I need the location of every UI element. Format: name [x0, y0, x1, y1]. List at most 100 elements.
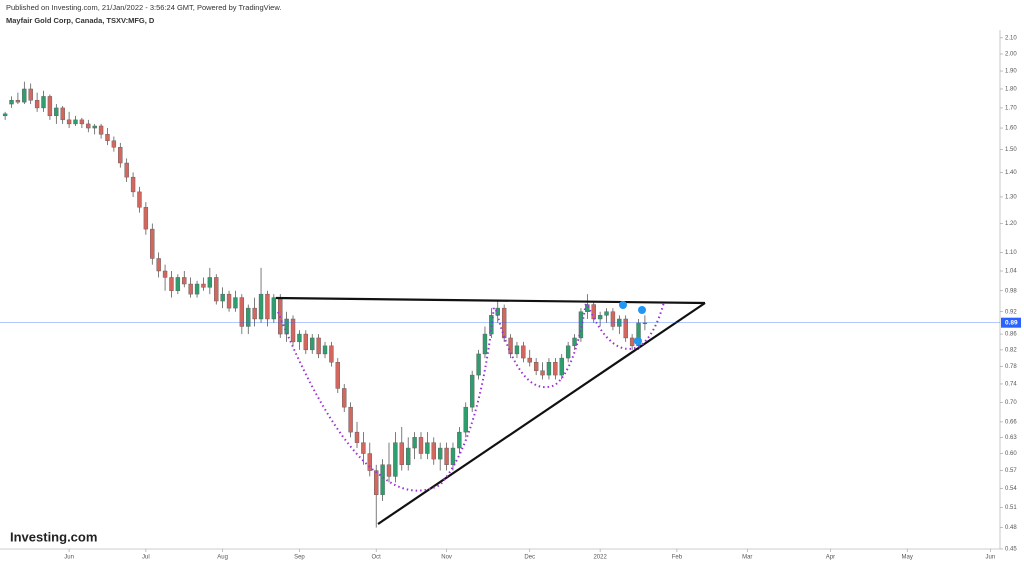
y-tick-label: 1.60: [1005, 126, 1017, 132]
y-tick-label: 1.70: [1005, 106, 1017, 112]
candle-body: [565, 345, 571, 359]
candle-body: [194, 283, 200, 295]
candle-body: [271, 297, 277, 320]
candle-body: [137, 191, 142, 208]
candle-body: [489, 315, 494, 335]
candle-body: [41, 96, 46, 109]
y-tick-label: 0.98: [1005, 288, 1017, 294]
x-tick-label: Nov: [441, 555, 452, 561]
y-tick-label: 2.00: [1005, 52, 1017, 58]
y-tick-label: 2.10: [1005, 35, 1017, 41]
y-tick-label: 1.40: [1005, 170, 1017, 176]
candle-body: [361, 442, 366, 454]
candle-body: [553, 362, 558, 376]
candle-body: [501, 307, 507, 339]
x-tick-label: Dec: [524, 555, 535, 561]
candle-body: [597, 315, 603, 320]
candle-body: [290, 318, 296, 343]
candle-body: [143, 207, 149, 230]
candle-body: [585, 304, 590, 312]
y-tick-label: 0.86: [1005, 332, 1017, 338]
candle-body: [329, 345, 334, 363]
candle-body: [175, 277, 181, 291]
cup-curve: [587, 301, 665, 350]
candle-body: [354, 431, 360, 443]
candle-body: [169, 277, 174, 291]
y-tick-label: 0.70: [1005, 400, 1017, 406]
candle-body: [450, 447, 456, 465]
candle-body: [559, 357, 564, 376]
cup-curve: [495, 302, 587, 388]
candle-body: [406, 447, 411, 465]
candle-body: [239, 297, 245, 327]
candle-body: [444, 447, 449, 465]
candle-body: [380, 464, 385, 495]
candle-body: [73, 119, 78, 125]
y-tick-label: 1.10: [1005, 250, 1017, 256]
candle-body: [201, 283, 206, 288]
y-tick-label: 1.30: [1005, 195, 1017, 201]
candle-body: [412, 437, 417, 449]
candle-body: [28, 88, 33, 101]
candle-body: [79, 119, 85, 125]
candle-body: [265, 293, 270, 320]
x-tick-label: Jun: [64, 555, 74, 561]
candle-body: [540, 370, 545, 376]
candle-body: [533, 362, 539, 371]
candle-body: [546, 362, 552, 376]
candle-body: [124, 162, 129, 178]
candle-body: [482, 333, 488, 355]
candle-body: [469, 374, 475, 408]
candle-body: [322, 345, 328, 355]
y-tick-label: 1.04: [1005, 269, 1017, 275]
candle-body: [437, 447, 443, 460]
candle-body: [297, 333, 302, 343]
candle-body: [2, 113, 8, 117]
candle-body: [591, 304, 596, 320]
x-tick-label: Apr: [826, 555, 835, 561]
y-tick-label: 1.80: [1005, 87, 1017, 93]
last-price-box: [1001, 317, 1021, 328]
y-tick-label: 0.82: [1005, 347, 1017, 353]
plot: [2, 81, 648, 528]
candle-body: [348, 406, 353, 433]
candle-body: [284, 318, 289, 335]
candle-body: [130, 176, 136, 193]
y-tick-label: 0.66: [1005, 419, 1017, 425]
candle-body: [156, 258, 161, 272]
candle-body: [9, 100, 14, 105]
candle-body: [425, 442, 430, 454]
source-logo: Investing.com: [10, 529, 97, 544]
candle-body: [495, 307, 500, 316]
candle-body: [367, 453, 372, 471]
x-tick-label: Mar: [742, 555, 752, 561]
drawings: [275, 296, 706, 525]
candle-body: [207, 277, 213, 288]
candle-body: [316, 337, 321, 355]
candle-body: [476, 353, 481, 376]
candle-body: [604, 311, 609, 316]
x-tick-label: Oct: [372, 555, 382, 561]
candle-body: [188, 283, 193, 295]
y-tick-label: 0.51: [1005, 505, 1017, 511]
candle-body: [47, 96, 53, 117]
candle-body: [60, 107, 65, 121]
x-tick-label: 2022: [593, 555, 607, 561]
candle-body: [623, 318, 628, 339]
candle-body: [508, 337, 513, 355]
candle-body: [629, 337, 635, 347]
candle-body: [310, 337, 315, 351]
candle-body: [610, 311, 616, 327]
candle-body: [233, 297, 238, 309]
candle-body: [374, 470, 379, 495]
candle-body: [393, 442, 398, 477]
y-tick-label: 0.48: [1005, 525, 1017, 531]
candle-body: [335, 362, 340, 389]
candle-body: [514, 345, 520, 355]
y-tick-label: 1.20: [1005, 221, 1017, 227]
y-tick-label: 0.60: [1005, 451, 1017, 457]
x-tick-label: Feb: [672, 555, 683, 561]
y-tick-label: 1.50: [1005, 147, 1017, 153]
cup-curve: [277, 305, 495, 492]
